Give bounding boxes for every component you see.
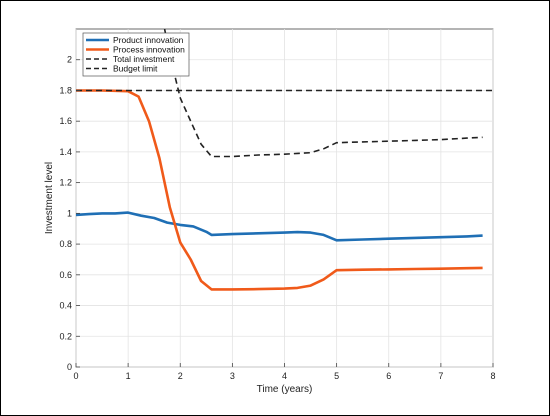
series-line-process-innovation (76, 89, 483, 291)
y-tick-label: 1.8 (59, 85, 72, 95)
x-tick-label: 3 (230, 371, 235, 381)
y-tick-label: 0.4 (59, 301, 72, 311)
legend-entry: Total investment (113, 54, 175, 64)
series-line-product-innovation (76, 211, 483, 242)
y-tick-label: 0 (67, 362, 72, 372)
x-tick-label: 0 (73, 371, 78, 381)
legend-entry: Process innovation (113, 45, 185, 55)
x-tick-label: 7 (438, 371, 443, 381)
y-tick-label: 1.2 (59, 178, 72, 188)
y-tick-label: 1.6 (59, 116, 72, 126)
y-tick-label: 1 (67, 208, 72, 218)
y-tick-label: 0.6 (59, 270, 72, 280)
legend-entry: Product innovation (113, 35, 184, 45)
y-axis-ticks: 0 0.2 0.4 0.6 0.8 1 1.2 1.4 1.6 1.8 2 (59, 55, 80, 372)
y-tick-label: 1.4 (59, 147, 72, 157)
x-axis-ticks: 0 1 2 3 4 5 6 7 8 (73, 363, 496, 381)
x-tick-label: 8 (490, 371, 495, 381)
x-tick-label: 5 (334, 371, 339, 381)
legend-entry: Budget limit (113, 64, 158, 74)
x-tick-label: 6 (386, 371, 391, 381)
y-tick-label: 0.2 (59, 331, 72, 341)
y-axis-label: Investment level (44, 162, 55, 234)
x-tick-label: 1 (126, 371, 131, 381)
y-tick-label: 0.8 (59, 239, 72, 249)
x-axis-label: Time (years) (257, 384, 313, 395)
x-tick-label: 2 (178, 371, 183, 381)
series-line-total-investment (163, 29, 483, 158)
series-lines (76, 29, 493, 291)
y-tick-label: 2 (67, 55, 72, 65)
x-tick-label: 4 (282, 371, 287, 381)
